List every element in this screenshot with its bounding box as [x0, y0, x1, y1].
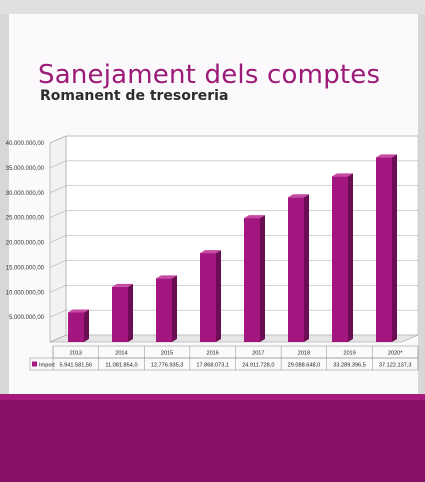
data-value-label: 29.088.648,0 — [288, 363, 321, 369]
data-value-label: 12.776.935,3 — [151, 363, 184, 369]
data-value-label: 5.941.581,56 — [59, 363, 92, 369]
x-category-label: 2015 — [161, 351, 173, 357]
x-category-label: 2020* — [388, 351, 403, 357]
bar-front — [244, 218, 260, 342]
bar-side — [260, 215, 265, 342]
slide-title: Sanejament dels comptes — [38, 60, 381, 90]
data-value-label: 11.081.854,0 — [105, 363, 137, 369]
legend-swatch — [32, 361, 37, 367]
y-tick-label: 15.000.000,00 — [6, 265, 45, 271]
x-category-label: 2018 — [298, 351, 310, 357]
bar-side — [128, 283, 133, 342]
y-tick-label: 35.000.000,00 — [6, 166, 45, 172]
bar-side — [304, 194, 309, 342]
bar-front — [112, 286, 128, 342]
x-category-label: 2016 — [206, 351, 218, 357]
bar-front — [332, 176, 348, 342]
y-tick-label: 20.000.000,00 — [6, 241, 45, 247]
y-tick-label: 5.000.000,00 — [9, 315, 45, 321]
bar-front — [376, 157, 392, 342]
data-value-label: 33.289.396,5 — [333, 363, 366, 369]
gridline — [49, 135, 418, 144]
bar-front — [156, 278, 172, 342]
bar-top — [332, 173, 353, 177]
y-tick-label: 40.000.000,00 — [6, 141, 45, 147]
y-tick-label: 10.000.000,00 — [6, 290, 45, 296]
bar-front — [68, 312, 84, 342]
gridline — [49, 185, 418, 194]
data-value-label: 37.122.137,3 — [379, 363, 412, 369]
bar-side — [392, 154, 397, 342]
x-category-label: 2017 — [252, 351, 264, 357]
chart-floor — [49, 334, 419, 343]
bar-top — [288, 194, 309, 198]
bar-front — [200, 253, 216, 342]
x-category-label: 2019 — [343, 351, 355, 357]
data-value-label: 24.911.728,0 — [242, 363, 274, 369]
bar-top — [376, 154, 397, 158]
bar-side — [172, 275, 177, 342]
bar-side — [84, 309, 89, 342]
legend-label: Import — [39, 363, 55, 369]
y-tick-label: 25.000.000,00 — [6, 216, 45, 222]
top-strip — [0, 0, 425, 14]
bottom-band — [0, 394, 425, 482]
bar-front — [288, 197, 304, 342]
bar-side — [216, 250, 221, 342]
data-value-label: 17.868.073,1 — [196, 363, 229, 369]
bar-top — [156, 275, 177, 279]
bar-top — [200, 250, 221, 254]
slide-subtitle: Romanent de tresoreria — [40, 88, 229, 104]
x-category-label: 2014 — [115, 351, 127, 357]
y-tick-label: 30.000.000,00 — [6, 191, 45, 197]
bar-top — [68, 309, 89, 313]
gridline — [49, 160, 418, 169]
x-category-label: 2013 — [70, 351, 82, 357]
bar-side — [348, 173, 353, 342]
bar-top — [244, 215, 265, 219]
bar-top — [112, 283, 133, 287]
